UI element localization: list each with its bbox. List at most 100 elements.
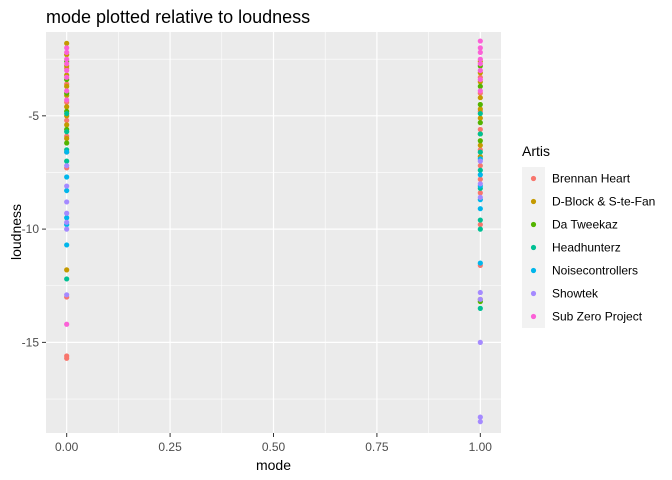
data-point [64, 117, 70, 123]
x-tick-label: 0.50 [262, 440, 286, 454]
legend-swatch [530, 198, 537, 205]
data-point [477, 106, 483, 112]
data-point [64, 242, 70, 248]
data-point [64, 174, 70, 180]
data-point [64, 45, 70, 51]
data-point [477, 115, 483, 121]
data-point [64, 210, 70, 216]
legend-label: Headhunterz [552, 241, 621, 255]
data-point [64, 140, 70, 146]
data-point [477, 95, 483, 101]
y-tick-label: -5 [28, 109, 39, 123]
y-axis-title: loudness [8, 204, 24, 260]
data-point [477, 339, 483, 345]
data-point [64, 355, 70, 361]
legend-label: Sub Zero Project [552, 310, 643, 324]
data-point [64, 163, 70, 169]
y-tick-label: -10 [22, 222, 40, 236]
data-point [64, 74, 70, 80]
data-point [477, 38, 483, 44]
data-point [477, 194, 483, 200]
data-point [477, 226, 483, 232]
data-point [64, 158, 70, 164]
x-tick-label: 1.00 [469, 440, 493, 454]
data-point [477, 217, 483, 223]
data-point [477, 49, 483, 55]
data-points [64, 38, 483, 425]
data-point [477, 101, 483, 108]
data-point [64, 122, 70, 128]
data-point [477, 142, 483, 148]
data-point [477, 172, 483, 178]
data-point [477, 181, 483, 187]
data-point [477, 163, 483, 169]
data-point [64, 183, 70, 189]
data-point [64, 40, 70, 46]
data-point [477, 126, 483, 133]
data-point [477, 167, 483, 173]
x-axis-ticks: 0.00 0.25 0.50 0.75 1.00 [55, 433, 492, 454]
data-point [477, 289, 483, 296]
data-point [477, 206, 483, 212]
data-point [477, 260, 483, 266]
data-point [64, 226, 70, 232]
data-point [64, 104, 70, 110]
data-point [477, 45, 483, 51]
data-point [477, 414, 483, 420]
data-point [477, 76, 483, 83]
data-point [477, 149, 483, 155]
data-point [477, 190, 483, 196]
y-tick-label: -15 [22, 335, 40, 349]
data-point [64, 215, 70, 221]
data-point [477, 88, 483, 94]
legend-swatch [530, 244, 537, 251]
y-axis-ticks: -15 -10 -5 [22, 109, 46, 349]
legend-swatch [530, 267, 537, 274]
x-axis-title: mode [256, 457, 291, 473]
data-point [64, 110, 70, 117]
data-point [477, 419, 483, 425]
legend-title: Artis [522, 143, 550, 159]
legend-swatch [530, 221, 537, 228]
data-point [64, 149, 70, 155]
data-point [64, 199, 70, 205]
data-point [477, 305, 483, 311]
data-point [477, 56, 483, 62]
data-point [64, 56, 70, 62]
x-tick-label: 0.00 [55, 440, 79, 454]
data-point [477, 176, 483, 182]
data-point [64, 292, 70, 298]
legend-label: Showtek [552, 287, 599, 301]
legend-label: Noisecontrollers [552, 264, 638, 278]
data-point [64, 49, 70, 55]
legend-swatch [530, 175, 537, 182]
data-point [477, 110, 483, 117]
data-point [477, 67, 483, 74]
data-point [477, 158, 483, 164]
legend-swatch [530, 313, 537, 320]
data-point [64, 67, 70, 74]
data-point [64, 267, 70, 273]
data-point [64, 61, 70, 67]
legend-label: Brennan Heart [552, 172, 631, 186]
data-point [64, 187, 70, 194]
legend: Artis Brennan Heart D-Block & S-te-Fan Da … [522, 143, 655, 328]
data-point [64, 276, 70, 282]
data-point [477, 61, 483, 67]
data-point [64, 135, 70, 142]
data-point [477, 120, 483, 126]
data-point [477, 296, 483, 302]
data-point [477, 131, 483, 137]
data-point [477, 138, 483, 144]
legend-label: Da Tweekaz [552, 218, 618, 232]
data-point [64, 97, 70, 103]
data-point [64, 129, 70, 135]
legend-swatch [530, 290, 537, 297]
data-point [64, 321, 70, 327]
plot-title: mode plotted relative to loudness [46, 7, 310, 27]
data-point [64, 83, 70, 89]
data-point [64, 219, 70, 225]
data-point [477, 221, 483, 228]
data-point [64, 88, 70, 94]
